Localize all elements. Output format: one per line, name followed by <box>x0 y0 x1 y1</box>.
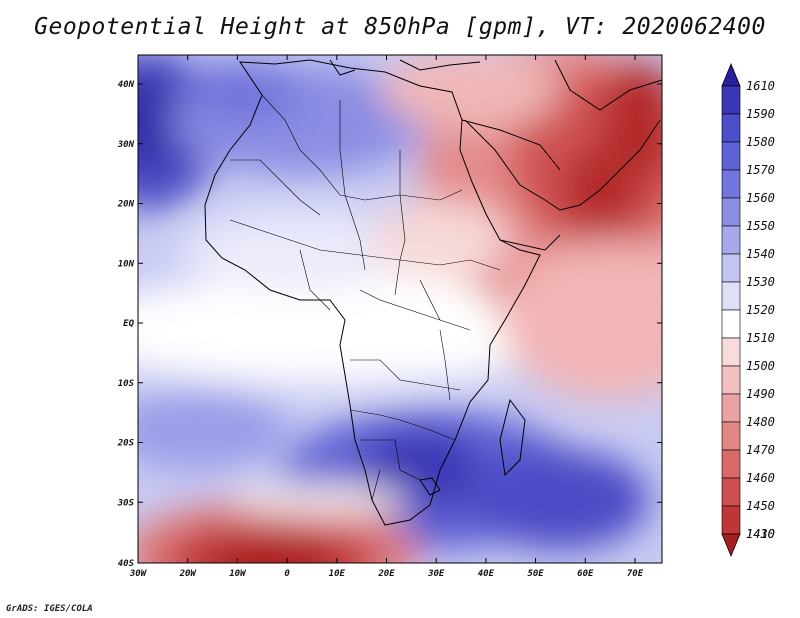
colorbar-swatch <box>721 225 741 255</box>
lat-tick-label: 30S <box>117 498 135 508</box>
colorbar-label: 1560 <box>746 191 775 205</box>
colorbar-swatch <box>721 281 741 311</box>
lon-tick-label: 20W <box>179 569 198 579</box>
colorbar-swatch <box>721 253 741 283</box>
lon-tick-label: 70E <box>627 569 644 579</box>
colorbar-swatch <box>721 421 741 451</box>
lon-tick-label: 60E <box>577 569 594 579</box>
plot-frame <box>137 54 663 564</box>
colorbar-swatch <box>721 309 741 339</box>
lat-tick-label: 20N <box>117 200 135 210</box>
colorbar-swatch <box>721 197 741 227</box>
coastlines <box>204 59 662 526</box>
lon-tick-label: 50E <box>527 569 544 579</box>
lat-tick-label: 40N <box>118 80 135 90</box>
grads-credit: GrADS: IGES/COLA <box>6 604 93 614</box>
colorbar-label: 1540 <box>746 247 775 261</box>
colorbar-label: 1580 <box>746 135 775 149</box>
lat-tick-label: 10N <box>118 259 135 269</box>
colorbar-swatch <box>721 505 741 535</box>
colorbar: 1610 1590 1580 1570 1560 1550 1540 1530 1520 1510… <box>721 62 775 558</box>
colorbar-label: 1470 <box>746 443 775 457</box>
colorbar-label: 1610 <box>746 79 775 93</box>
colorbar-label: 1520 <box>746 303 775 317</box>
colorbar-label: 1530 <box>746 275 775 289</box>
colorbar-label: 1490 <box>746 387 775 401</box>
colorbar-swatch <box>721 141 741 171</box>
colorbar-label: 1430 <box>746 527 775 541</box>
colorbar-label: 1570 <box>746 163 775 177</box>
colorbar-label: 1590 <box>746 107 775 121</box>
colorbar-swatch <box>721 477 741 507</box>
colorbar-swatch <box>721 169 741 199</box>
colorbar-label: 1450 <box>746 499 775 513</box>
colorbar-swatch <box>721 365 741 395</box>
lon-tick-label: 10E <box>329 569 346 579</box>
colorbar-bottom-arrow <box>721 533 741 558</box>
colorbar-swatch <box>721 85 741 115</box>
colorbar-swatch <box>721 393 741 423</box>
lat-tick-label: 30N <box>117 140 135 150</box>
lon-tick-label: 40E <box>478 569 495 579</box>
colorbar-label: 1510 <box>746 331 775 345</box>
colorbar-swatch <box>721 337 741 367</box>
colorbar-label: 1460 <box>746 471 775 485</box>
colorbar-swatch <box>721 113 741 143</box>
lat-tick-label: EQ <box>123 319 134 329</box>
lon-tick-label: 0 <box>284 569 290 579</box>
country-borders <box>229 94 501 501</box>
lon-tick-label: 20E <box>377 569 395 579</box>
colorbar-label: 1500 <box>746 359 775 373</box>
colorbar-label: 1550 <box>746 219 775 233</box>
lon-tick-label: 30W <box>129 569 148 579</box>
colorbar-swatch <box>721 449 741 479</box>
lon-tick-label: 30E <box>427 569 445 579</box>
colorbar-label: 1410 <box>746 527 775 541</box>
lat-tick-label: 20S <box>117 439 135 449</box>
colorbar-label: 1480 <box>746 415 775 429</box>
lon-tick-label: 10W <box>229 569 247 579</box>
geopotential-field <box>138 55 662 563</box>
lat-tick-label: 40S <box>118 559 135 569</box>
map-title: Geopotential Height at 850hPa [gpm], VT:… <box>34 14 766 40</box>
lat-tick-label: 10S <box>118 379 135 389</box>
colorbar-top-arrow <box>721 62 741 87</box>
